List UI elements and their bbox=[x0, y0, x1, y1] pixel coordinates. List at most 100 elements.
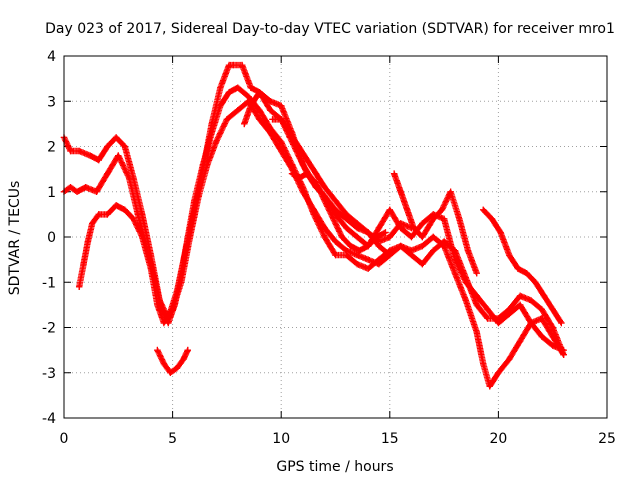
data-point bbox=[430, 233, 437, 241]
data-point bbox=[104, 211, 111, 218]
data-point bbox=[354, 251, 361, 259]
data-point bbox=[234, 107, 241, 114]
y-tick-label: -4 bbox=[42, 411, 56, 427]
data-point bbox=[278, 147, 285, 155]
data-point bbox=[343, 224, 350, 232]
data-point bbox=[247, 102, 254, 109]
data-point bbox=[538, 306, 546, 313]
data-point bbox=[479, 360, 487, 367]
data-point bbox=[549, 342, 556, 349]
data-point bbox=[138, 233, 146, 241]
data-point bbox=[112, 202, 120, 209]
series-track-g bbox=[479, 206, 565, 327]
grid-lines bbox=[64, 56, 607, 418]
data-point bbox=[241, 120, 248, 128]
data-point bbox=[338, 233, 346, 241]
data-point bbox=[230, 61, 237, 69]
data-point bbox=[506, 251, 513, 259]
data-point bbox=[343, 247, 350, 254]
data-point bbox=[375, 224, 383, 232]
data-point bbox=[354, 233, 361, 241]
data-point bbox=[397, 220, 404, 227]
data-point bbox=[299, 188, 307, 195]
data-point bbox=[286, 134, 294, 141]
data-point bbox=[451, 247, 459, 254]
data-point bbox=[430, 247, 437, 254]
data-point bbox=[223, 116, 231, 123]
data-point bbox=[245, 98, 252, 105]
data-point bbox=[364, 256, 372, 263]
data-point bbox=[267, 98, 274, 105]
data-point bbox=[462, 297, 470, 304]
data-point bbox=[278, 138, 285, 146]
data-point bbox=[549, 306, 556, 313]
data-point bbox=[343, 215, 350, 223]
data-point bbox=[312, 179, 320, 186]
y-tick-label: 0 bbox=[47, 230, 56, 246]
data-point bbox=[540, 292, 548, 300]
data-point bbox=[304, 156, 311, 164]
data-point bbox=[375, 260, 383, 268]
data-point bbox=[462, 274, 470, 281]
data-point bbox=[80, 260, 87, 268]
data-point bbox=[76, 147, 83, 155]
data-point bbox=[256, 89, 263, 96]
data-point bbox=[73, 188, 81, 195]
data-point bbox=[430, 215, 437, 223]
y-tick-label: -1 bbox=[42, 275, 56, 291]
data-point bbox=[321, 224, 328, 232]
x-tick-label: 5 bbox=[168, 431, 177, 447]
data-point bbox=[278, 102, 285, 109]
data-point bbox=[256, 107, 263, 114]
data-point bbox=[403, 206, 411, 214]
data-point bbox=[154, 346, 161, 354]
data-point bbox=[373, 233, 380, 241]
data-point bbox=[479, 206, 487, 214]
data-point bbox=[267, 129, 274, 137]
data-point bbox=[382, 229, 389, 236]
data-point bbox=[304, 170, 311, 177]
data-point bbox=[523, 270, 530, 277]
x-tick-labels: 0 5 10 15 20 25 bbox=[60, 431, 616, 447]
data-point bbox=[473, 328, 480, 336]
y-axis-label: SDTVAR / TECUs bbox=[7, 181, 23, 296]
x-tick-label: 15 bbox=[381, 431, 399, 447]
data-point bbox=[456, 215, 463, 223]
plot-frame bbox=[63, 55, 608, 419]
data-point bbox=[506, 306, 513, 313]
data-point bbox=[354, 224, 361, 232]
data-point bbox=[295, 174, 302, 182]
data-point bbox=[86, 152, 94, 159]
data-point bbox=[186, 233, 194, 241]
data-point bbox=[238, 61, 246, 69]
data-point bbox=[419, 260, 426, 268]
data-point bbox=[208, 120, 215, 128]
data-point bbox=[104, 143, 111, 150]
series-track-i bbox=[288, 170, 389, 254]
series-track-a bbox=[60, 84, 567, 390]
data-point bbox=[269, 116, 276, 123]
data-point bbox=[89, 220, 96, 227]
data-point bbox=[288, 170, 296, 177]
data-point bbox=[310, 206, 317, 214]
data-point bbox=[330, 215, 337, 223]
data-point bbox=[332, 197, 339, 204]
data-point bbox=[84, 238, 92, 245]
data-point bbox=[95, 156, 102, 164]
data-point bbox=[321, 184, 328, 191]
data-points bbox=[60, 61, 567, 390]
data-point bbox=[67, 184, 74, 191]
data-point bbox=[527, 297, 535, 304]
data-point bbox=[167, 369, 174, 376]
data-point bbox=[354, 260, 361, 268]
y-tick-label: 3 bbox=[47, 94, 56, 110]
data-point bbox=[488, 215, 496, 223]
data-point bbox=[408, 251, 415, 259]
data-point bbox=[408, 224, 415, 232]
data-point bbox=[212, 138, 220, 146]
data-point bbox=[278, 116, 285, 123]
data-point bbox=[408, 233, 415, 241]
data-point bbox=[115, 152, 122, 159]
data-point bbox=[130, 215, 137, 223]
